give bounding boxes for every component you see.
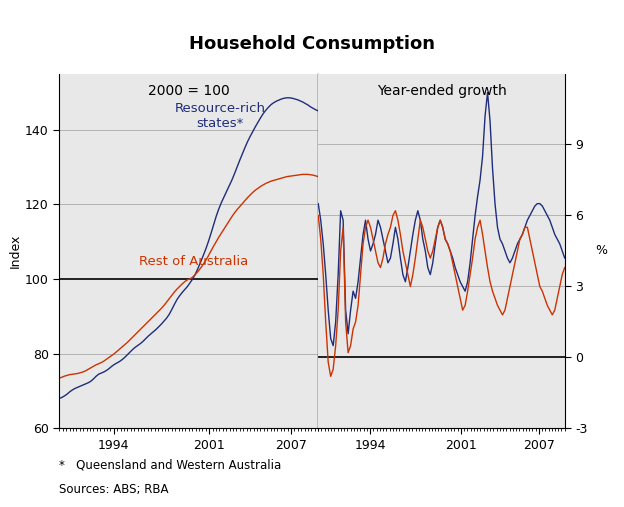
Text: *   Queensland and Western Australia: * Queensland and Western Australia — [59, 459, 281, 472]
Text: Sources: ABS; RBA: Sources: ABS; RBA — [59, 483, 168, 496]
Y-axis label: Index: Index — [9, 234, 22, 268]
Text: Rest of Australia: Rest of Australia — [139, 255, 248, 268]
Text: Household Consumption: Household Consumption — [189, 35, 435, 53]
Text: 2000 = 100: 2000 = 100 — [148, 84, 230, 98]
Text: Year-ended growth: Year-ended growth — [377, 84, 506, 98]
Y-axis label: %: % — [595, 244, 607, 258]
Text: Resource-rich
states*: Resource-rich states* — [174, 102, 265, 130]
